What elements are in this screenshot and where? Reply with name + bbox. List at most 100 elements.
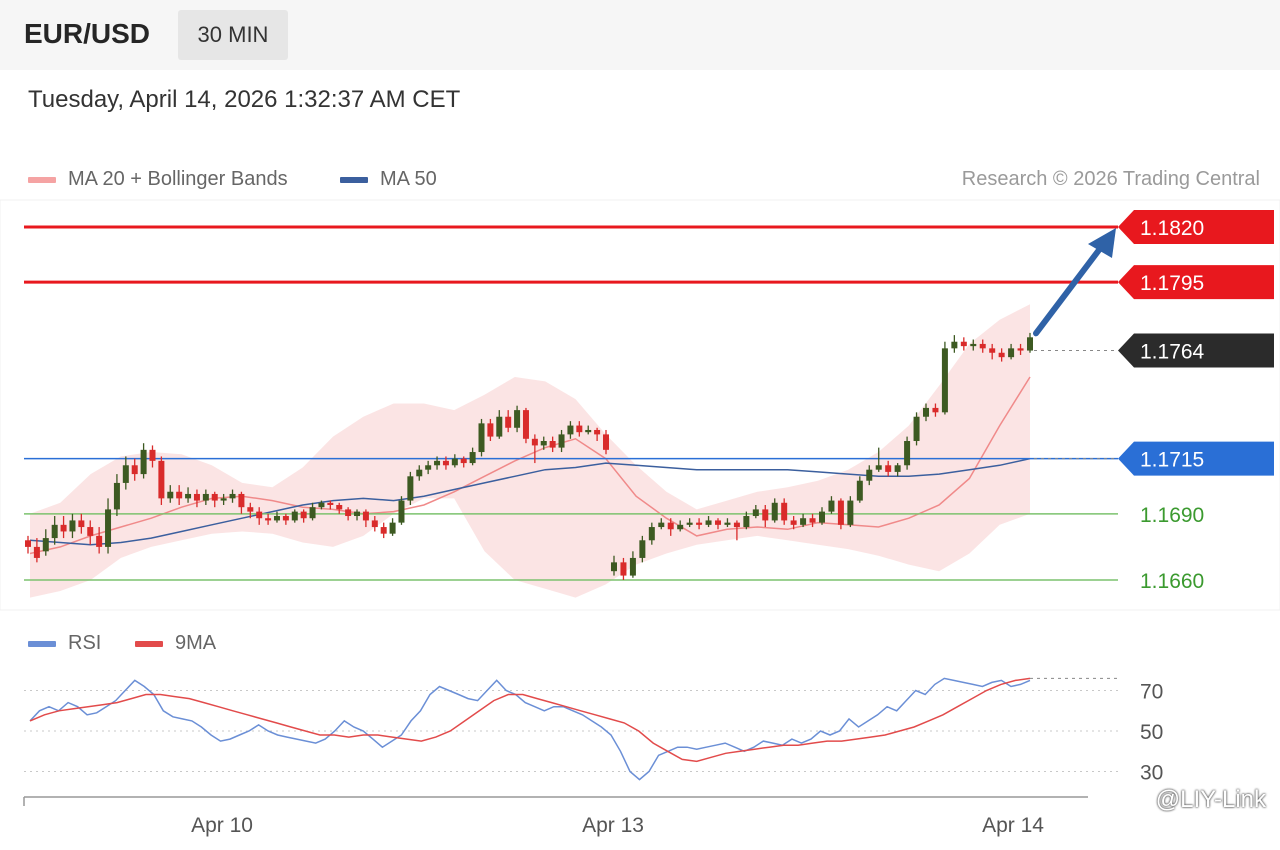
candle-body bbox=[487, 423, 494, 437]
price-panel-frame bbox=[0, 199, 1280, 611]
candle-body bbox=[819, 511, 825, 523]
candle-body bbox=[122, 465, 129, 483]
legend-label-rsi: RSI bbox=[68, 632, 102, 654]
candle-body bbox=[451, 458, 458, 466]
candle-body bbox=[220, 498, 227, 501]
candles bbox=[25, 332, 1033, 580]
candle-body bbox=[828, 500, 835, 512]
candle-body bbox=[960, 341, 967, 347]
candle-body bbox=[629, 557, 636, 576]
candle-body bbox=[247, 507, 254, 512]
current-price-label: 1.1764 bbox=[1140, 341, 1205, 364]
candle-body bbox=[96, 535, 103, 547]
candle-body bbox=[837, 500, 844, 525]
legend-rsi: RSI bbox=[28, 632, 101, 655]
watermark: @LIY-Link bbox=[1155, 786, 1266, 813]
candle-body bbox=[639, 540, 646, 558]
resistance-label: 1.1795 bbox=[1140, 272, 1204, 295]
candle-body bbox=[847, 500, 854, 525]
legend-label-ma20: MA 20 + Bollinger Bands bbox=[68, 168, 288, 190]
candle-body bbox=[185, 493, 192, 499]
candle-body bbox=[696, 522, 703, 525]
candle-body bbox=[407, 476, 414, 501]
candle-body bbox=[715, 520, 721, 525]
candle-body bbox=[336, 504, 343, 510]
legend-rsi-ma: 9MA bbox=[135, 632, 216, 655]
forecast-arrowhead bbox=[1088, 228, 1116, 258]
timeframe-button[interactable]: 30 MIN bbox=[178, 10, 288, 60]
rsi-ma-line bbox=[29, 677, 1031, 763]
legend-ma20-bb: MA 20 + Bollinger Bands bbox=[28, 168, 288, 191]
candle-body bbox=[913, 416, 920, 442]
current-price-tag bbox=[1118, 333, 1274, 368]
candle-body bbox=[1027, 337, 1033, 351]
candle-body bbox=[398, 500, 405, 523]
candle-body bbox=[460, 458, 467, 464]
candle-body bbox=[970, 343, 977, 347]
support-label: 1.1660 bbox=[1140, 570, 1204, 593]
candle-body bbox=[585, 429, 592, 433]
ma50-line bbox=[29, 457, 1031, 546]
candle-body bbox=[211, 493, 218, 501]
candle-body bbox=[167, 491, 174, 499]
candle-body bbox=[514, 410, 521, 428]
candle-body bbox=[158, 460, 165, 499]
candle-body bbox=[25, 540, 31, 547]
candle-body bbox=[69, 520, 76, 532]
candle-body bbox=[42, 538, 49, 552]
candle-body bbox=[256, 511, 263, 519]
candle-body bbox=[648, 527, 655, 541]
candle-body bbox=[800, 518, 807, 525]
candle-body bbox=[78, 520, 85, 528]
candle-body bbox=[603, 434, 609, 450]
resistance-label: 1.1820 bbox=[1140, 217, 1204, 240]
legend-label-ma50: MA 50 bbox=[380, 168, 437, 190]
candle-body bbox=[300, 511, 307, 519]
candle-body bbox=[540, 441, 547, 446]
candle-body bbox=[724, 522, 731, 525]
instrument-symbol: EUR/USD bbox=[24, 18, 151, 49]
candle-body bbox=[282, 516, 289, 521]
candle-body bbox=[576, 425, 583, 433]
candle-body bbox=[389, 522, 396, 534]
resistance-tag bbox=[1118, 210, 1274, 244]
ma50-swatch bbox=[340, 176, 368, 183]
forecast-arrow bbox=[1033, 243, 1105, 337]
research-credit: Research © 2026 Trading Central bbox=[961, 168, 1260, 190]
candle-body bbox=[1008, 348, 1015, 358]
support-label: 1.1690 bbox=[1140, 504, 1204, 527]
bollinger-bands bbox=[30, 304, 1030, 598]
candle-body bbox=[894, 465, 901, 472]
candle-body bbox=[425, 465, 432, 470]
candle-body bbox=[149, 449, 156, 461]
candle-body bbox=[434, 460, 441, 466]
rsi-swatch bbox=[28, 640, 56, 647]
candle-body bbox=[309, 507, 316, 519]
candle-body bbox=[33, 546, 40, 558]
candle-body bbox=[265, 518, 272, 521]
candle-body bbox=[885, 465, 892, 472]
candle-body bbox=[875, 465, 882, 470]
timestamp: Tuesday, April 14, 2026 1:32:37 AM CET bbox=[28, 86, 461, 113]
candle-body bbox=[131, 465, 138, 475]
candle-body bbox=[105, 509, 112, 547]
candle-body bbox=[51, 524, 58, 539]
x-tick-label: Apr 10 bbox=[191, 814, 253, 837]
candle-body bbox=[238, 493, 245, 508]
candle-body bbox=[469, 452, 476, 464]
header-bar: EUR/USD 30 MIN bbox=[0, 0, 1280, 70]
candle-body bbox=[140, 449, 147, 475]
candle-body bbox=[362, 511, 369, 521]
ma20-swatch bbox=[28, 176, 56, 183]
candle-body bbox=[416, 469, 423, 477]
candle-body bbox=[273, 516, 280, 521]
candle-body bbox=[354, 511, 361, 517]
candle-body bbox=[856, 480, 863, 501]
candle-body bbox=[932, 407, 939, 413]
candle-body bbox=[705, 520, 712, 525]
candle-body bbox=[781, 502, 788, 521]
rsi-line bbox=[29, 677, 1031, 781]
resistance-tag bbox=[1118, 265, 1274, 300]
candle-body bbox=[60, 524, 67, 532]
